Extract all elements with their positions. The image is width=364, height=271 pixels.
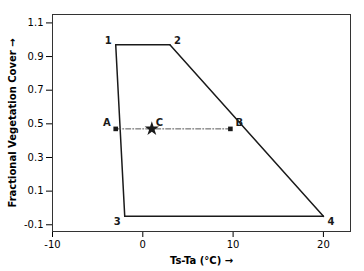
svg-text:A: A [103, 117, 111, 128]
svg-text:4: 4 [327, 216, 334, 227]
svg-text:2: 2 [174, 35, 181, 46]
svg-text:0.9: 0.9 [28, 51, 44, 62]
svg-text:1.1: 1.1 [28, 17, 44, 28]
svg-text:Ts-Ta (°C) →: Ts-Ta (°C) → [170, 255, 233, 266]
svg-text:0.7: 0.7 [28, 84, 44, 95]
svg-text:10: 10 [227, 239, 240, 250]
svg-text:-10: -10 [44, 239, 60, 250]
svg-text:1: 1 [105, 35, 112, 46]
svg-text:0.5: 0.5 [28, 118, 44, 129]
svg-text:3: 3 [114, 216, 121, 227]
svg-text:C: C [156, 117, 163, 128]
svg-text:B: B [235, 117, 243, 128]
svg-text:20: 20 [317, 239, 330, 250]
svg-text:-0.1: -0.1 [24, 219, 44, 230]
svg-text:0: 0 [140, 239, 146, 250]
svg-text:0.3: 0.3 [28, 152, 44, 163]
svg-text:Fractional Vegetation Cover →: Fractional Vegetation Cover → [7, 38, 18, 207]
svg-text:0.1: 0.1 [28, 185, 44, 196]
